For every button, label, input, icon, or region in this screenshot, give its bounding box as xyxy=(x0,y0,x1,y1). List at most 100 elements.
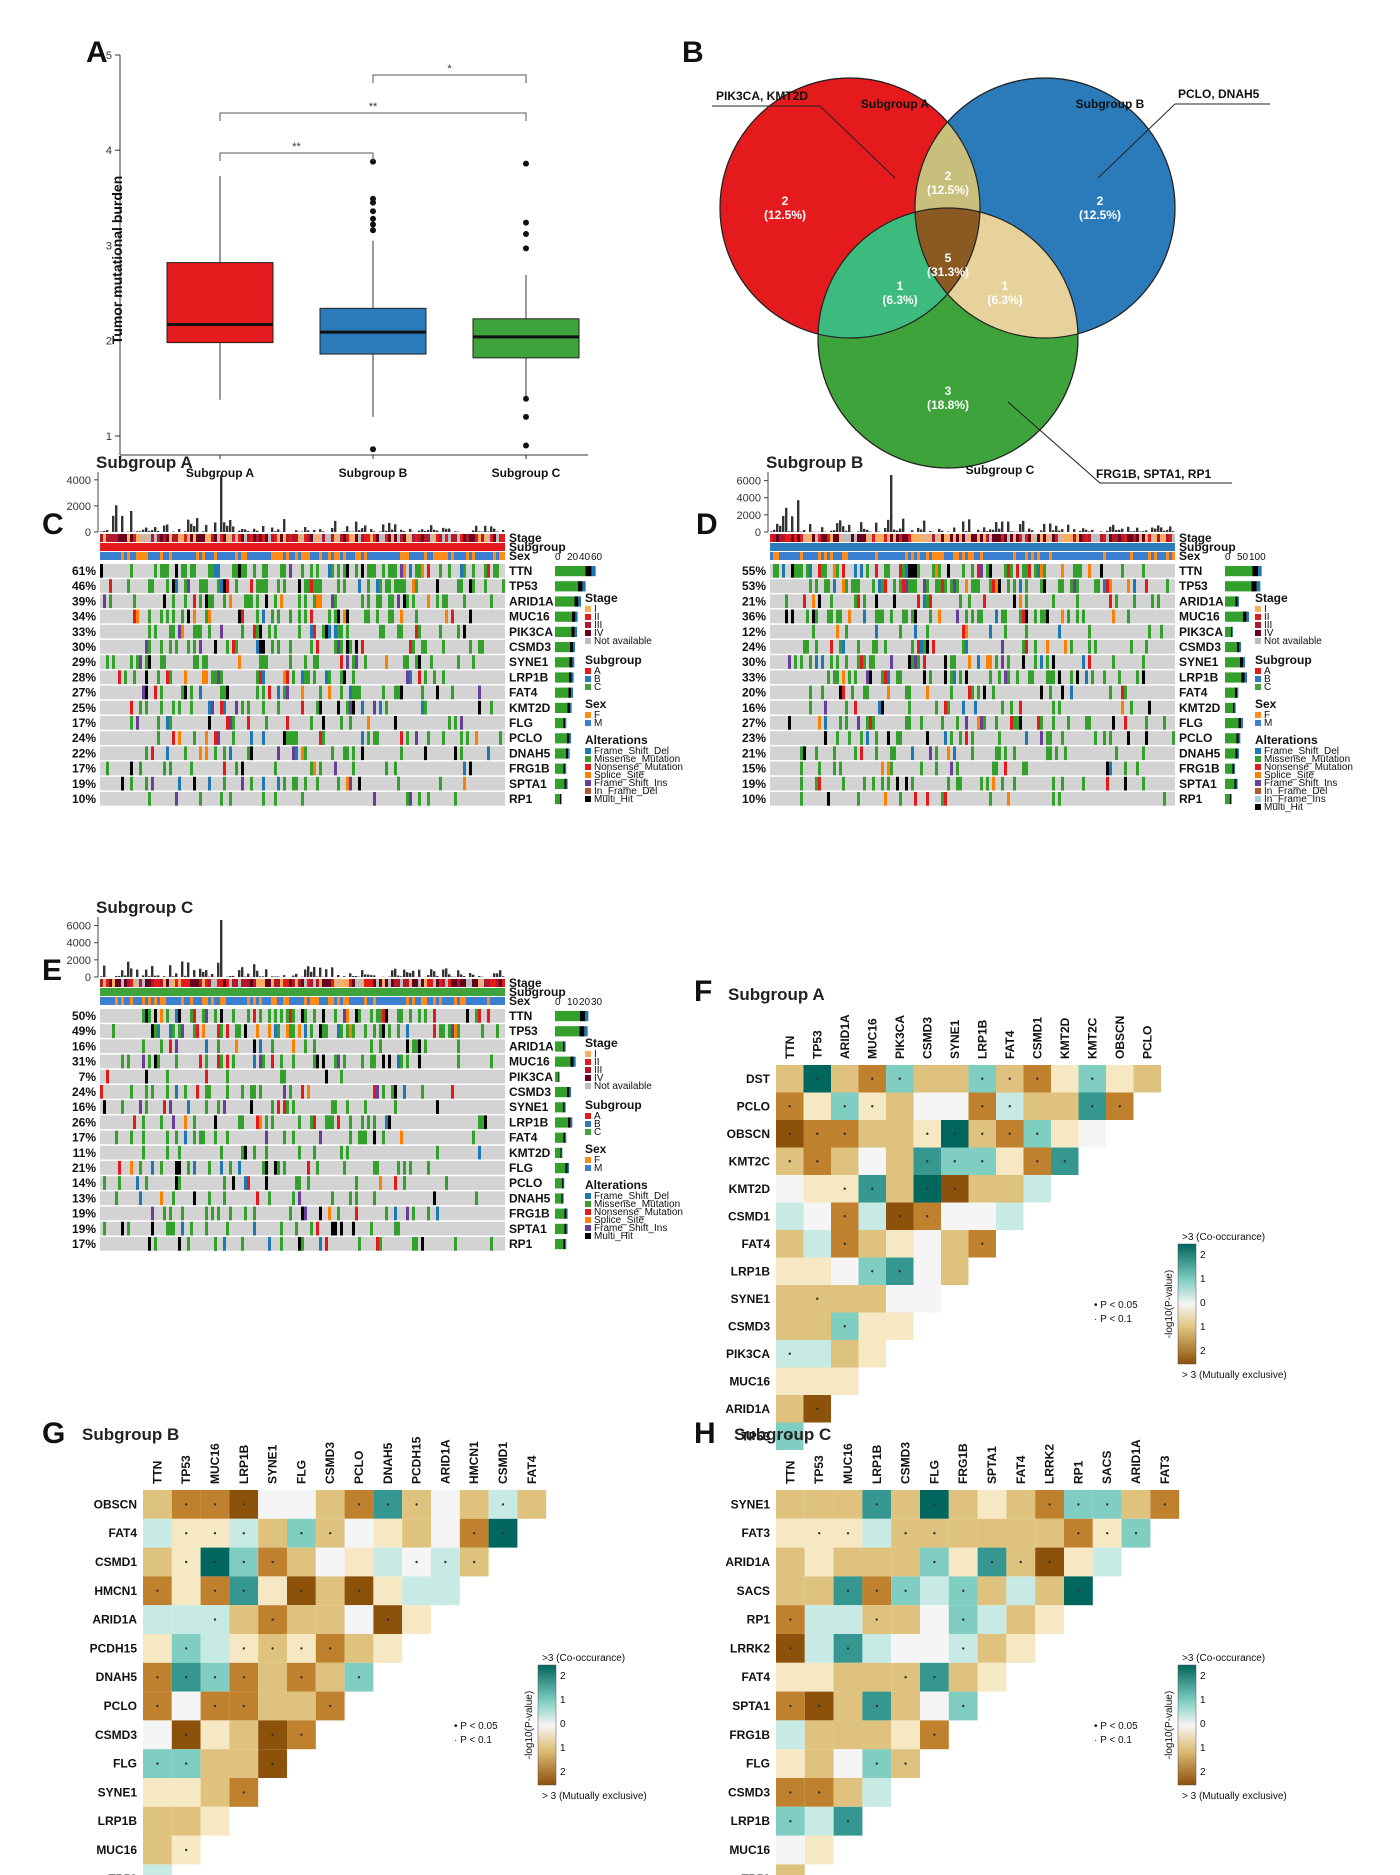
mutation-cell xyxy=(379,1024,382,1038)
mutation-cell xyxy=(935,564,938,578)
mutation-cell xyxy=(331,1115,334,1130)
side-bar-other xyxy=(574,626,577,637)
sex-cell xyxy=(205,997,208,1005)
column-gene-label: TTN xyxy=(150,1461,164,1484)
mutation-cell xyxy=(340,1024,343,1038)
mutation-cell xyxy=(346,1009,349,1023)
legend-stage-item: III xyxy=(1264,620,1272,631)
mutation-cell xyxy=(1070,640,1073,654)
gene-percent: 16% xyxy=(742,701,766,715)
subgroup-cell xyxy=(196,988,199,996)
mutation-cell xyxy=(142,1054,145,1069)
mutation-cell xyxy=(941,716,944,730)
mutation-cell xyxy=(1046,746,1049,761)
mutation-cell xyxy=(307,579,310,593)
subgroup-cell xyxy=(271,988,274,996)
mutation-cell xyxy=(938,564,941,578)
mutation-cell xyxy=(394,579,397,593)
sex-cell xyxy=(415,552,418,560)
sex-cell xyxy=(349,997,352,1005)
sex-cell xyxy=(181,552,184,560)
mutation-cell xyxy=(451,685,454,700)
mutation-cell xyxy=(1052,792,1055,806)
stage-cell xyxy=(163,534,166,542)
mutation-cell xyxy=(334,609,337,624)
mutation-cell xyxy=(196,1085,199,1099)
subgroup-cell xyxy=(959,543,962,551)
mutation-cell xyxy=(328,1206,331,1221)
subgroup-cell xyxy=(941,543,944,551)
subgroup-cell xyxy=(1076,543,1079,551)
mutation-cell xyxy=(256,1024,259,1038)
stage-cell xyxy=(232,979,235,987)
mutation-cell xyxy=(325,1069,328,1084)
subgroup-cell xyxy=(971,543,974,551)
mutation-cell xyxy=(199,792,202,806)
mutation-cell xyxy=(172,731,175,745)
mutation-cell xyxy=(884,579,887,593)
mutation-cell xyxy=(460,731,463,745)
stage-cell xyxy=(403,534,406,542)
side-bar-other xyxy=(561,1147,563,1158)
significance-dot xyxy=(473,1532,476,1535)
column-gene-label: LRP1B xyxy=(237,1444,251,1484)
subgroup-cell xyxy=(118,543,121,551)
gene-name: FLG xyxy=(509,716,533,730)
gene-percent: 19% xyxy=(72,777,96,791)
mutation-cell xyxy=(956,761,959,776)
mutation-cell xyxy=(818,761,821,776)
mutation-cell xyxy=(181,1221,184,1236)
stage-cell xyxy=(1028,534,1031,542)
mutation-cell xyxy=(202,1024,205,1038)
side-axis-tick: 10 xyxy=(567,997,579,1008)
heatmap-cell xyxy=(200,1749,230,1778)
gene-name: MUC16 xyxy=(1179,610,1220,624)
subgroup-cell xyxy=(1118,543,1121,551)
stage-cell xyxy=(322,534,325,542)
mutation-cell xyxy=(223,594,226,609)
mutation-cell xyxy=(878,579,881,593)
mutation-cell xyxy=(169,1206,172,1221)
tmb-tick-label: 6000 xyxy=(737,476,761,488)
colorbar-bottom-label: > 3 (Mutually exclusive) xyxy=(542,1791,647,1802)
mutation-cell xyxy=(1001,655,1004,669)
tmb-bar xyxy=(121,515,124,532)
significance-dot xyxy=(185,1762,188,1765)
significance-dot xyxy=(386,1503,389,1506)
side-bar-other xyxy=(1231,794,1232,805)
stage-cell xyxy=(316,534,319,542)
side-bar-other xyxy=(585,1011,589,1022)
mutation-cell xyxy=(920,640,923,654)
sex-cell xyxy=(226,997,229,1005)
sex-cell xyxy=(1109,552,1112,560)
gene-name: SYNE1 xyxy=(1179,655,1219,669)
mutation-cell xyxy=(490,700,493,715)
side-bar-other xyxy=(1234,702,1236,713)
tmb-bar xyxy=(998,528,1001,532)
subgroup-cell xyxy=(475,543,478,551)
mutation-cell xyxy=(112,1024,115,1038)
tmb-bar xyxy=(199,968,202,977)
mutation-cell xyxy=(208,1085,211,1099)
stage-cell xyxy=(280,979,283,987)
tmb-bar xyxy=(478,531,481,532)
mutation-cell xyxy=(1142,776,1145,791)
heatmap-cell xyxy=(833,1691,863,1721)
subgroup-cell xyxy=(427,543,430,551)
mutation-cell xyxy=(896,670,899,685)
legend-stage-item: I xyxy=(1264,604,1267,615)
stage-cell xyxy=(340,979,343,987)
mutation-cell xyxy=(914,564,917,578)
tmb-bar xyxy=(1010,531,1013,532)
stage-cell xyxy=(199,534,202,542)
stage-cell xyxy=(965,534,968,542)
subgroup-cell xyxy=(1172,543,1175,551)
sex-cell xyxy=(106,552,109,560)
significance-dot xyxy=(300,1676,303,1679)
mutation-cell xyxy=(283,731,286,745)
mutation-cell xyxy=(184,685,187,700)
outlier-point xyxy=(370,215,376,222)
tmb-bar xyxy=(259,976,262,977)
mutation-cell xyxy=(172,1024,175,1038)
mutation-cell xyxy=(133,1115,136,1130)
